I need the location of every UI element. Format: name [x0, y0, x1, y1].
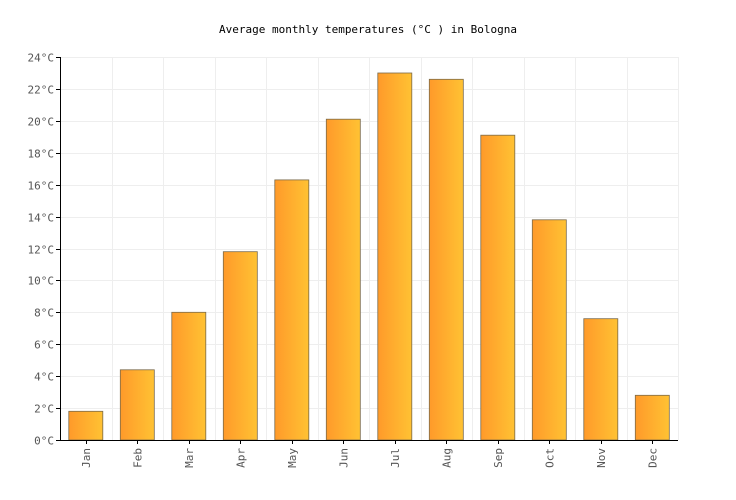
x-tick-label-apr: Apr: [234, 448, 247, 468]
bar-feb: [119, 369, 155, 441]
x-tick-label-feb: Feb: [131, 448, 144, 468]
bar-nov: [583, 318, 619, 441]
y-tick-label: 0°C: [34, 435, 54, 448]
x-tick-label-jan: Jan: [80, 448, 93, 468]
y-tick-label: 10°C: [28, 275, 55, 288]
y-tick-label: 6°C: [34, 339, 54, 352]
y-tick-label: 14°C: [28, 212, 55, 225]
x-tick-label-aug: Aug: [440, 448, 453, 468]
bar-sep: [480, 134, 516, 441]
y-tick-label: 12°C: [28, 244, 55, 257]
bar-oct: [531, 219, 567, 441]
bars: [68, 72, 670, 441]
x-tick-label-mar: Mar: [183, 448, 196, 468]
y-axis-ticks: 0°C 2°C 4°C 6°C 8°C 10°C 12°C 14°C 16°C 18°C 20°C 2…: [28, 52, 60, 448]
bar-mar: [171, 311, 207, 441]
axes: [60, 57, 678, 441]
x-tick-label-nov: Nov: [595, 448, 608, 468]
y-tick-label: 8°C: [34, 307, 54, 320]
chart-title: Average monthly temperatures (°C ) in Bo…: [219, 23, 517, 36]
y-tick-label: 24°C: [28, 52, 55, 65]
y-tick-label: 20°C: [28, 116, 55, 129]
x-tick-label-may: May: [286, 448, 299, 468]
bar-aug: [428, 78, 464, 441]
y-tick-label: 2°C: [34, 403, 54, 416]
bar-dec: [634, 394, 670, 441]
x-tick-label-dec: Dec: [646, 448, 659, 468]
bar-jun: [325, 118, 361, 441]
x-axis-ticks: Jan Feb Mar Apr May Jun Jul Aug Sep Oct Nov Dec: [80, 440, 659, 468]
x-tick-label-sep: Sep: [492, 448, 505, 468]
bar-apr: [222, 251, 258, 441]
y-tick-label: 22°C: [28, 84, 55, 97]
bar-may: [274, 179, 310, 441]
bar-jan: [68, 410, 104, 441]
x-tick-label-jun: Jun: [337, 448, 350, 468]
x-tick-label-oct: Oct: [543, 448, 556, 468]
y-tick-label: 16°C: [28, 180, 55, 193]
x-tick-label-jul: Jul: [389, 448, 402, 468]
bar-jul: [377, 72, 413, 441]
y-tick-label: 4°C: [34, 371, 54, 384]
y-tick-label: 18°C: [28, 148, 55, 161]
